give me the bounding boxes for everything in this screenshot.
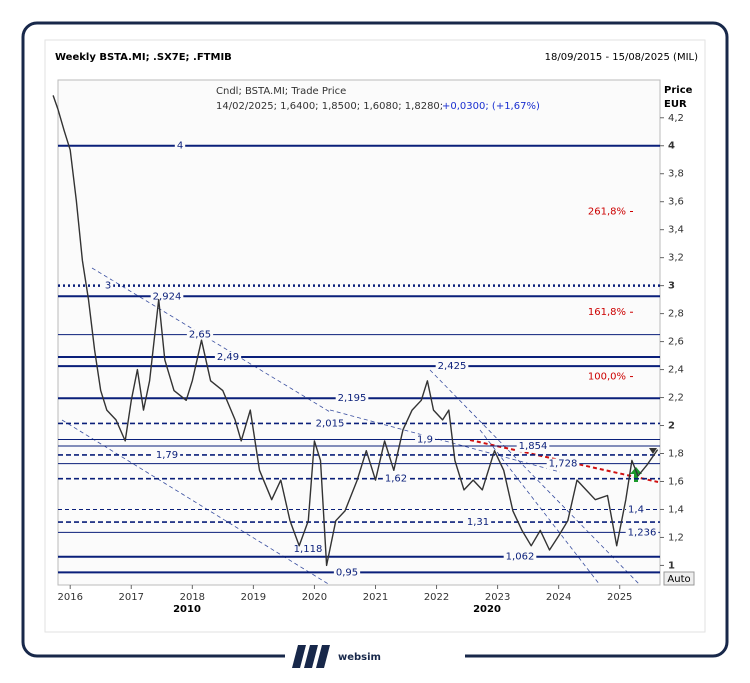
x-tick-label: 2024: [546, 592, 571, 603]
fib-label: 100,0%: [588, 372, 626, 383]
y-axis-unit: EUR: [664, 99, 687, 110]
y-tick-label: 3,2: [668, 253, 684, 264]
y-tick-label: 1: [668, 560, 675, 571]
info-line: 14/02/2025; 1,6400; 1,8500; 1,6080; 1,82…: [216, 101, 443, 112]
auto-button-box[interactable]: [663, 571, 695, 586]
x-tick-label: 2022: [424, 592, 449, 603]
x-tick-label: 2017: [119, 592, 144, 603]
x-secondary-label: 2020: [473, 604, 501, 615]
price-line: [52, 95, 659, 567]
level-label-bg: [503, 551, 537, 563]
y-tick-label: 2,4: [668, 365, 684, 376]
y-axis-label: Price: [664, 85, 693, 96]
level-label: 2,195: [338, 393, 367, 404]
last-price-marker: [649, 448, 657, 454]
y-tick-label: 2: [668, 421, 675, 432]
level-label-bg: [382, 473, 410, 485]
x-tick-label: 2023: [485, 592, 510, 603]
level-label: 1,31: [467, 517, 489, 528]
level-label-bg: [102, 280, 114, 292]
y-tick-label: 2,6: [668, 337, 684, 348]
level-label-bg: [625, 527, 659, 539]
level-label-bg: [214, 351, 242, 363]
x-tick-label: 2021: [363, 592, 388, 603]
x-tick-label: 2016: [57, 592, 82, 603]
level-label: 3: [105, 281, 111, 292]
y-tick-label: 3: [668, 281, 675, 292]
date-range: 18/09/2015 - 15/08/2025 (MIL): [545, 52, 698, 63]
fib-label: 261,8%: [588, 206, 626, 217]
level-label: 1,728: [549, 459, 578, 470]
y-tick-label: 1,6: [668, 476, 684, 487]
y-tick-label: 4,2: [668, 113, 684, 124]
level-label-bg: [174, 140, 186, 152]
level-label-bg: [435, 361, 469, 373]
y-tick-label: 1,8: [668, 449, 684, 460]
level-label: 2,015: [316, 418, 345, 429]
x-tick-label: 2020: [302, 592, 327, 603]
level-label: 4: [177, 141, 183, 152]
level-label-bg: [333, 567, 361, 579]
info-line: Cndl; BSTA.MI; Trade Price: [216, 86, 346, 97]
level-label-bg: [335, 393, 369, 405]
level-label-bg: [313, 418, 347, 430]
level-label-bg: [415, 434, 435, 446]
level-label: 1,62: [385, 474, 407, 485]
x-tick-label: 2025: [607, 592, 632, 603]
level-label: 2,65: [189, 330, 211, 341]
signal-arrow: [630, 467, 642, 482]
logo-icon: [292, 645, 330, 668]
level-label-bg: [546, 458, 580, 470]
y-tick-label: 2,8: [668, 309, 684, 320]
level-label: 2,924: [153, 291, 182, 302]
level-label: 1,854: [519, 441, 548, 452]
level-label: 1,4: [628, 504, 644, 515]
level-label: 1,236: [628, 527, 657, 538]
level-label-bg: [626, 504, 646, 516]
y-tick-label: 1,4: [668, 504, 684, 515]
x-tick-label: 2018: [180, 592, 205, 603]
y-tick-label: 1,2: [668, 532, 684, 543]
x-tick-label: 2019: [241, 592, 266, 603]
y-tick-label: 3,4: [668, 225, 684, 236]
level-label-bg: [153, 449, 181, 461]
level-label-bg: [516, 440, 550, 452]
y-tick-label: 4: [668, 141, 675, 152]
auto-button[interactable]: Auto: [663, 571, 695, 586]
y-tick-label: 2,2: [668, 393, 684, 404]
info-change: +0,0300; (+1,67%): [442, 101, 540, 112]
level-label: 0,95: [336, 567, 358, 578]
auto-button-label[interactable]: Auto: [667, 574, 690, 585]
x-secondary-label: 2010: [173, 604, 201, 615]
y-tick-label: 3,8: [668, 169, 684, 180]
level-label-bg: [150, 291, 184, 303]
level-label: 1,9: [417, 435, 433, 446]
level-label-bg: [464, 517, 492, 529]
chart-title: Weekly BSTA.MI; .SX7E; .FTMIB: [55, 52, 232, 63]
level-label: 2,49: [217, 352, 239, 363]
level-label-bg: [186, 329, 214, 341]
level-label: 1,79: [156, 450, 178, 461]
fib-label: 161,8%: [588, 307, 626, 318]
plot-area: [57, 79, 661, 586]
level-label: 2,425: [438, 361, 467, 372]
annotation: 1,118: [294, 544, 323, 555]
y-tick-label: 3,6: [668, 197, 684, 208]
level-label: 1,062: [506, 552, 535, 563]
logo-text: websim: [338, 652, 381, 663]
